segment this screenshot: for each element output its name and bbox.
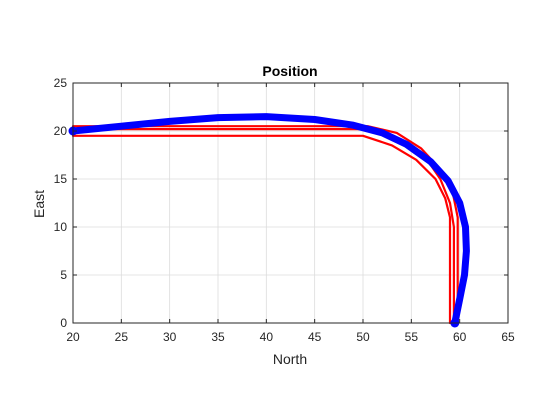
y-axis-title: East [31, 190, 47, 218]
x-tick-label: 45 [308, 330, 322, 344]
x-tick-label: 25 [115, 330, 129, 344]
x-tick-label: 40 [260, 330, 274, 344]
y-tick-label: 25 [54, 76, 68, 90]
y-tick-label: 15 [54, 172, 68, 186]
reference-line [71, 134, 452, 325]
x-axis-title: North [273, 351, 307, 367]
reference-line [71, 125, 459, 325]
x-tick-label: 60 [453, 330, 467, 344]
y-tick-label: 10 [54, 220, 68, 234]
plot-area [68, 113, 470, 328]
trajectory-line [69, 113, 470, 327]
y-tick-label: 20 [54, 124, 68, 138]
x-tick-label: 20 [66, 330, 80, 344]
y-tick-label: 0 [60, 316, 67, 330]
x-tick-label: 35 [211, 330, 225, 344]
reference-line [71, 128, 455, 325]
x-tick-label: 30 [163, 330, 177, 344]
x-tick-label: 65 [501, 330, 515, 344]
chart-title: Position [262, 63, 317, 79]
x-tick-label: 50 [356, 330, 370, 344]
y-tick-label: 5 [60, 268, 67, 282]
x-tick-label: 55 [405, 330, 419, 344]
axes-box [72, 82, 509, 324]
ticks: 20 25 30 35 40 45 50 55 60 65 0 5 10 15 20 25 [54, 76, 515, 344]
